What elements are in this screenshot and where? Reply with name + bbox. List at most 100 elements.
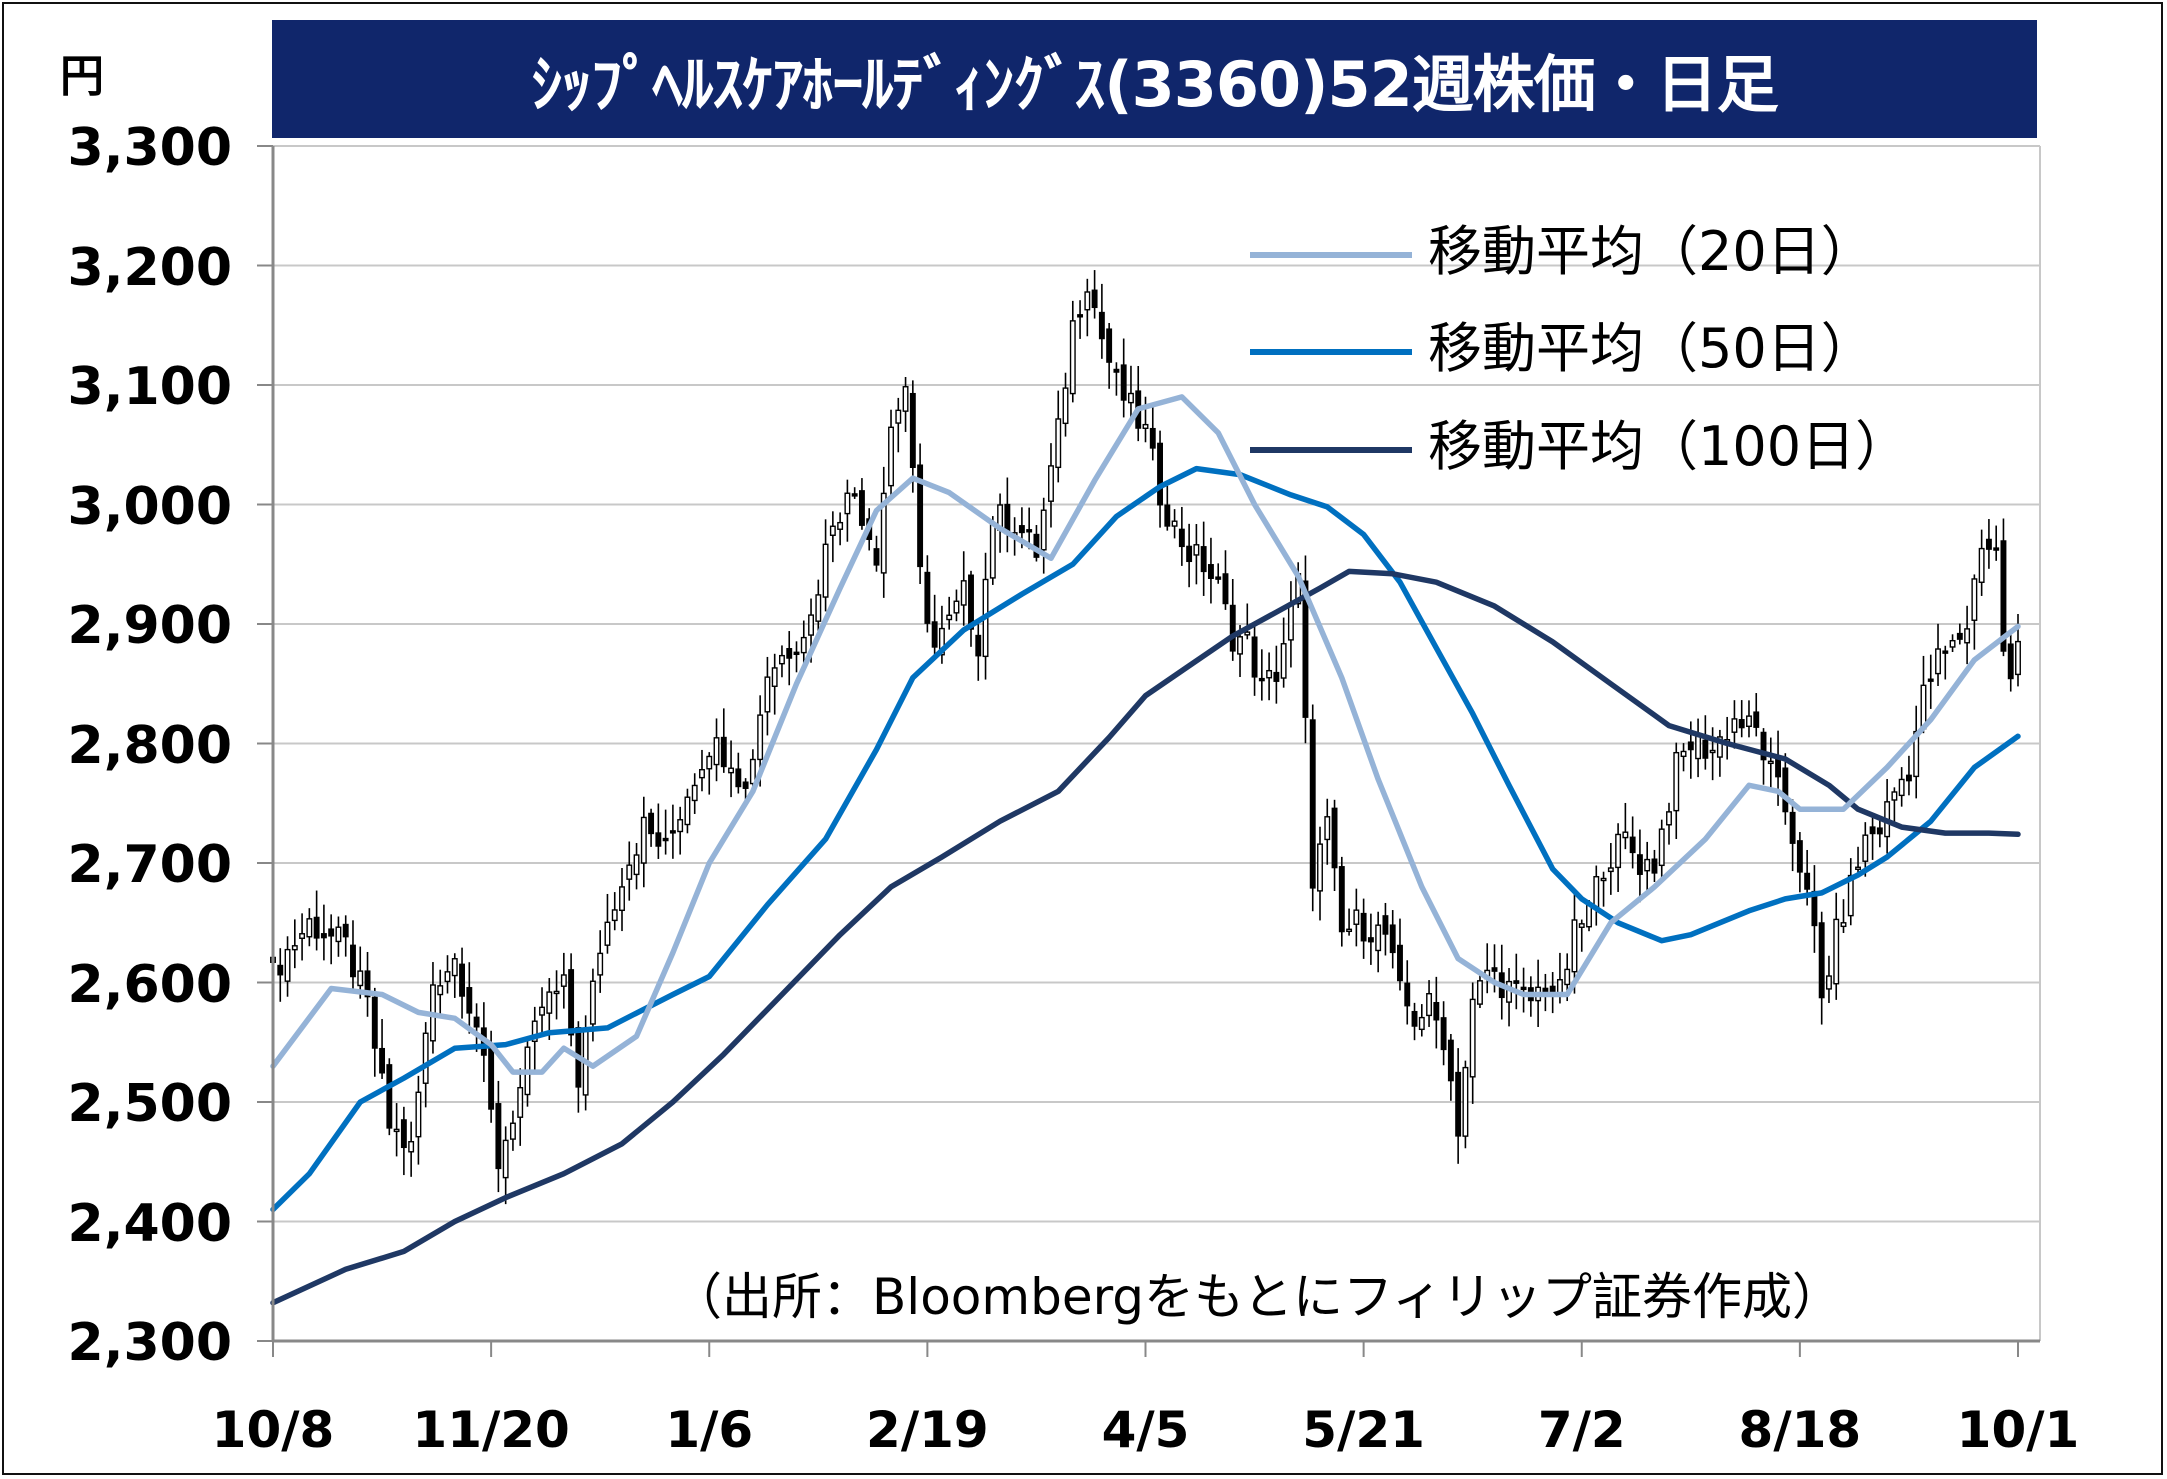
candle <box>1280 617 1287 688</box>
candle <box>1033 525 1040 562</box>
candle-body <box>822 543 829 598</box>
candle-body <box>968 574 974 630</box>
legend-label: 移動平均（100日） <box>1428 415 1910 478</box>
candle <box>1651 849 1658 883</box>
candle-body <box>735 768 742 788</box>
candle <box>662 809 669 855</box>
candle-body <box>669 830 676 834</box>
candle <box>793 641 800 673</box>
candle <box>291 919 298 969</box>
candle-body <box>1942 650 1949 654</box>
x-tick-label: 11/20 <box>412 1401 570 1459</box>
candle-body <box>1258 677 1265 682</box>
candle <box>1753 693 1760 737</box>
candle-body <box>720 736 727 768</box>
candle <box>1811 865 1818 953</box>
candle <box>611 892 618 931</box>
candle <box>1615 823 1622 892</box>
candle-body <box>888 426 894 487</box>
candle-body <box>1615 833 1622 869</box>
candle-body <box>895 409 902 424</box>
candle-body <box>1702 739 1709 759</box>
candles-layer <box>270 270 2021 1205</box>
candle <box>400 1106 407 1176</box>
candle-body <box>1091 289 1098 309</box>
candle-body <box>713 737 720 766</box>
candle-body <box>931 621 938 648</box>
candle-body <box>1905 774 1912 782</box>
candle <box>1353 888 1360 947</box>
x-tick-label: 1/6 <box>665 1401 754 1459</box>
candle-body <box>1666 811 1672 826</box>
candle <box>1142 396 1149 443</box>
candle <box>1397 918 1403 991</box>
candle-body <box>1833 918 1840 985</box>
candle-body <box>328 928 335 937</box>
candle-body <box>1317 843 1323 892</box>
candle-body <box>335 926 342 943</box>
candle <box>1956 623 1963 645</box>
candle <box>1200 521 1207 596</box>
candle <box>1644 841 1651 895</box>
y-tick-label: 2,700 <box>67 835 232 895</box>
candle <box>1360 898 1367 959</box>
candle-body <box>1709 749 1716 754</box>
candle <box>604 893 611 954</box>
candle <box>633 843 640 890</box>
candle-body <box>902 386 909 412</box>
candle-body <box>1491 967 1498 972</box>
candle-body <box>1869 826 1876 835</box>
candle-body <box>1564 968 1571 986</box>
candle-body <box>1644 858 1651 872</box>
candle <box>1622 802 1629 850</box>
ma-line-1 <box>270 465 2021 1213</box>
candle <box>1382 902 1389 956</box>
x-tick-label: 7/2 <box>1537 1401 1626 1459</box>
candle <box>909 380 916 493</box>
candle <box>655 803 662 859</box>
candle <box>1927 654 1934 709</box>
candle <box>1447 1033 1454 1101</box>
candle <box>779 645 785 678</box>
candle <box>771 653 778 715</box>
candle-body <box>437 985 444 996</box>
candle-body <box>1128 392 1134 404</box>
candle-body <box>1469 998 1476 1078</box>
candle <box>713 718 720 782</box>
candle <box>1411 1002 1418 1041</box>
candle <box>1666 802 1672 845</box>
source-note: （出所：Bloombergをもとにフィリップ証券作成） <box>672 1268 1842 1326</box>
candle <box>1171 509 1178 539</box>
candle-body <box>1382 915 1389 935</box>
candle <box>1905 755 1912 796</box>
candle-body <box>619 886 625 912</box>
candle-body <box>1680 750 1687 758</box>
candle <box>669 804 676 859</box>
candle <box>735 752 742 794</box>
candle <box>1942 645 1949 680</box>
candle-body <box>2000 540 2007 652</box>
x-tick-label: 4/5 <box>1101 1401 1190 1459</box>
candle-body <box>873 548 880 566</box>
candle <box>1607 842 1614 895</box>
candle <box>1077 300 1084 339</box>
candle <box>350 920 356 992</box>
candle <box>546 978 553 1041</box>
candle-body <box>1426 993 1433 1017</box>
candle <box>837 512 844 546</box>
candle <box>1113 362 1120 396</box>
candle-body <box>1186 545 1193 563</box>
candle <box>786 631 793 686</box>
candle-body <box>742 781 749 789</box>
candle-body <box>1273 671 1280 682</box>
candle-body <box>284 948 291 982</box>
candle-body <box>611 909 618 922</box>
candle <box>917 443 924 585</box>
candle <box>691 773 698 814</box>
candle-body <box>626 864 633 880</box>
candle-body <box>1360 912 1367 942</box>
candle <box>1993 525 2000 561</box>
candle-body <box>1636 854 1643 875</box>
candle <box>1258 649 1265 701</box>
